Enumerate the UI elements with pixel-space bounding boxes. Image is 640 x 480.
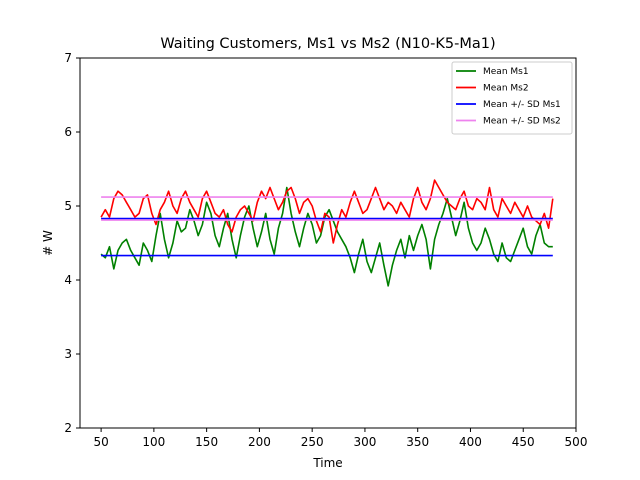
y-tick-label: 3	[64, 347, 72, 361]
y-axis-label: # W	[41, 230, 55, 256]
x-tick-label: 100	[142, 435, 165, 449]
y-tick-label: 2	[64, 421, 72, 435]
x-axis: 50 100 150 200 250 300 350 400 450 500	[93, 428, 587, 449]
y-tick-label: 6	[64, 125, 72, 139]
x-tick-label: 150	[195, 435, 218, 449]
x-tick-label: 350	[406, 435, 429, 449]
series-layer	[100, 179, 554, 287]
x-tick-label: 50	[93, 435, 108, 449]
x-axis-label: Time	[312, 456, 342, 470]
series-line-mean-ms2	[100, 179, 554, 244]
x-tick-label: 400	[459, 435, 482, 449]
legend-box	[451, 61, 573, 135]
legend-label: Mean +/- SD Ms2	[483, 117, 561, 127]
y-tick-label: 4	[64, 273, 72, 287]
legend-label: Mean +/- SD Ms1	[483, 100, 561, 110]
legend: Mean Ms1 Mean Ms2 Mean +/- SD Ms1 Mean +/- …	[451, 61, 573, 135]
chart-title: Waiting Customers, Ms1 vs Ms2 (N10-K5-Ma…	[160, 36, 495, 52]
legend-label: Mean Ms2	[483, 84, 529, 94]
x-tick-label: 300	[353, 435, 376, 449]
x-tick-label: 500	[565, 435, 588, 449]
plot-frame	[79, 57, 577, 429]
y-tick-label: 7	[64, 51, 72, 65]
x-tick-label: 250	[301, 435, 324, 449]
x-tick-label: 200	[248, 435, 271, 449]
x-tick-label: 450	[512, 435, 535, 449]
y-axis: 2 3 4 5 6 7	[64, 51, 80, 435]
legend-label: Mean Ms1	[483, 67, 529, 77]
y-tick-label: 5	[64, 199, 72, 213]
series-line-mean-ms1	[100, 186, 553, 287]
